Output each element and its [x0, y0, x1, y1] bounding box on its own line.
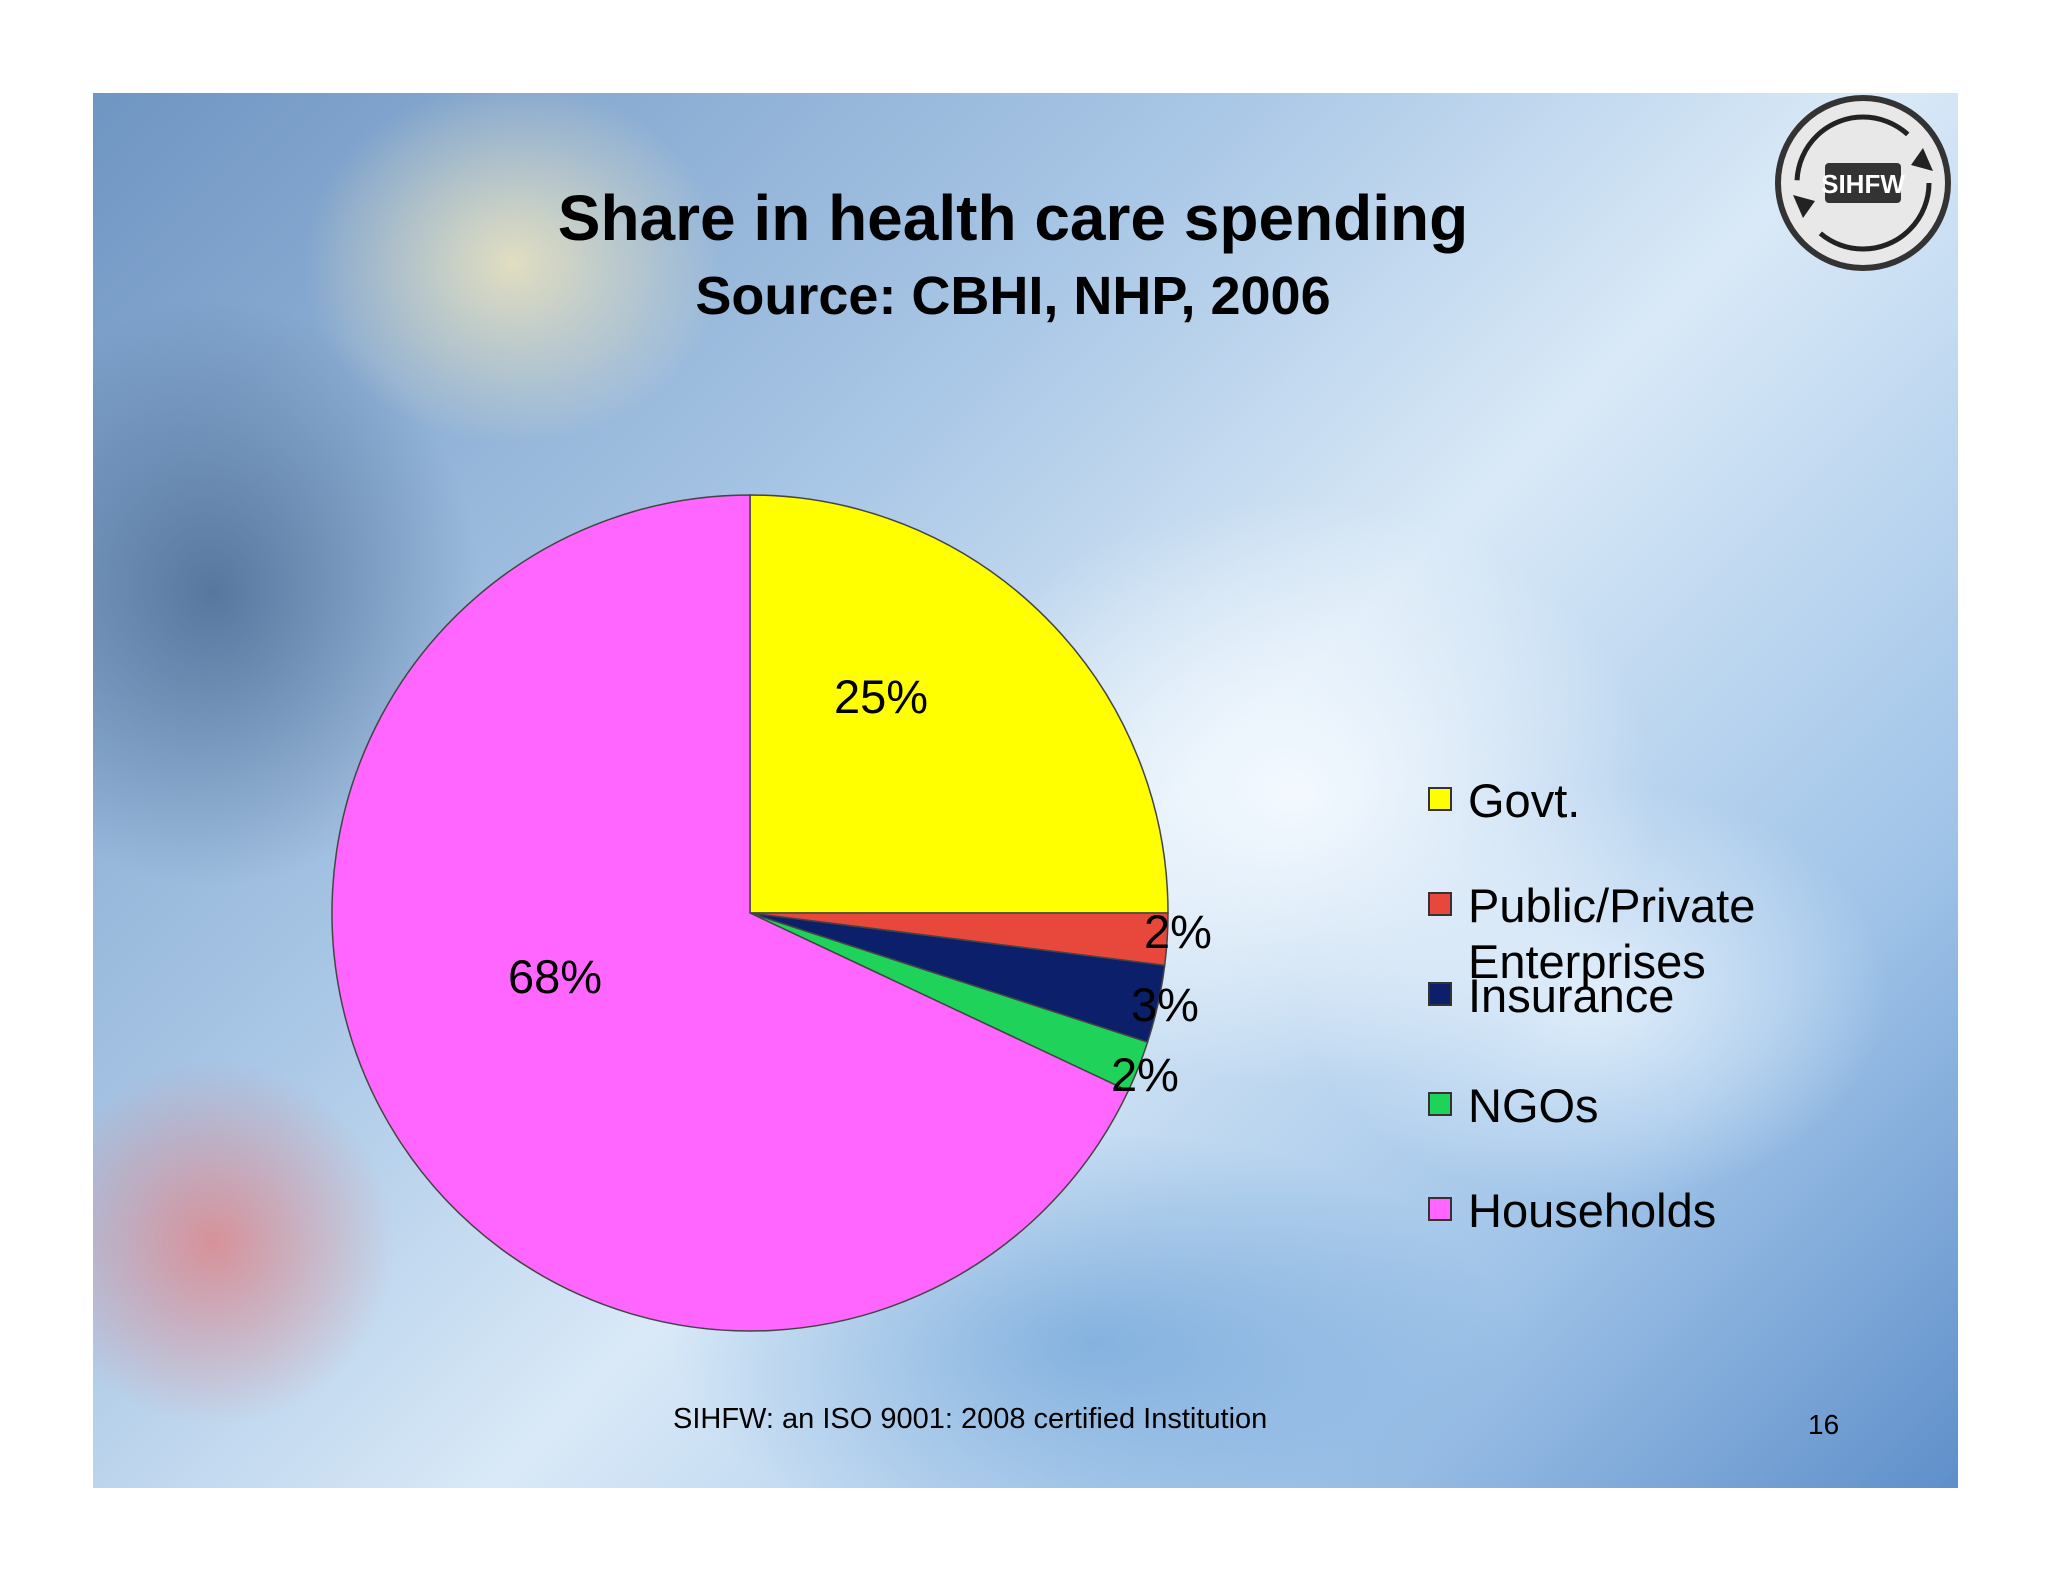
legend-swatch — [1428, 1092, 1452, 1116]
legend-swatch — [1428, 892, 1452, 916]
pie-slice-labels: 25% 2% 3% 2% 68% — [508, 670, 1212, 1101]
legend-swatch — [1428, 1197, 1452, 1221]
page-number: 16 — [1808, 1409, 1840, 1440]
svg-text:SIHFW: SIHFW — [1821, 169, 1905, 199]
slice-data-label: 3% — [1131, 978, 1199, 1031]
legend-label: Govt. — [1468, 774, 1581, 827]
slide: Share in health care spending Source: CB… — [93, 93, 1958, 1488]
slice-data-label: 2% — [1144, 905, 1212, 958]
slice-data-label: 25% — [834, 670, 928, 723]
slice-data-label: 2% — [1111, 1048, 1179, 1101]
legend-label: NGOs — [1468, 1079, 1599, 1132]
chart-subtitle: Source: CBHI, NHP, 2006 — [695, 266, 1331, 326]
legend-swatch — [1428, 787, 1452, 811]
sihfw-logo: SIHFW — [1775, 95, 1951, 271]
slice-data-label: 68% — [508, 950, 602, 1003]
footer-text: SIHFW: an ISO 9001: 2008 certified Insti… — [673, 1403, 1268, 1435]
pie-slices — [331, 494, 1169, 1332]
pie-slice-households — [331, 494, 1130, 1332]
legend-swatch — [1428, 982, 1452, 1006]
legend-label: Public/Private Enterprises — [1468, 879, 1756, 988]
pie-chart: 25% 2% 3% 2% 68% — [331, 494, 1212, 1332]
legend-label: Households — [1468, 1184, 1717, 1237]
pie-slice-govt — [749, 494, 1169, 914]
legend-label: Insurance — [1468, 969, 1675, 1022]
chart-title: Share in health care spending — [557, 182, 1469, 254]
